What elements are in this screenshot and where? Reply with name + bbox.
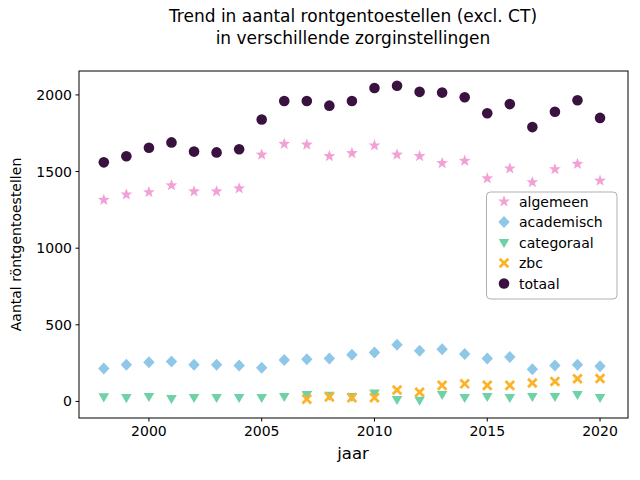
circle-data-point	[550, 106, 561, 117]
y-tick-label: 1500	[36, 164, 72, 180]
legend-label-academisch: academisch	[519, 214, 603, 230]
x-tick-label: 2010	[357, 423, 393, 439]
circle-data-point	[347, 96, 358, 107]
chart-title-line1: Trend in aantal rontgentoestellen (excl.…	[168, 6, 537, 26]
figure-canvas: Trend in aantal rontgentoestellen (excl.…	[0, 0, 640, 480]
circle-data-point	[166, 137, 177, 148]
legend-label-totaal: totaal	[519, 276, 560, 292]
circle-data-point	[505, 99, 516, 110]
circle-data-point	[527, 122, 538, 133]
circle-data-point	[369, 83, 380, 94]
circle-data-point	[459, 92, 470, 103]
legend-label-categoraal: categoraal	[519, 235, 594, 251]
circle-data-point	[595, 113, 606, 124]
circle-data-point	[279, 96, 290, 107]
circle-data-point	[437, 87, 448, 98]
x-tick-label: 2020	[582, 423, 618, 439]
y-axis-label: Aantal röntgentoestellen	[8, 158, 24, 332]
chart-title-line2: in verschillende zorginstellingen	[216, 28, 491, 48]
circle-data-point	[414, 87, 425, 98]
circle-data-point	[99, 157, 110, 168]
circle-data-point	[324, 100, 335, 111]
circle-data-point	[482, 108, 493, 119]
circle-data-point	[211, 147, 222, 158]
x-tick-label: 2015	[469, 423, 505, 439]
y-tick-label: 0	[63, 393, 72, 409]
circle-data-point	[392, 80, 403, 91]
legend-label-algemeen: algemeen	[519, 194, 589, 210]
circle-data-point	[256, 114, 267, 125]
x-axis-label: jaar	[336, 444, 369, 463]
x-tick-label: 2005	[244, 423, 280, 439]
circle-data-point	[144, 142, 155, 153]
legend: algemeen academisch categoraal zbc totaal	[487, 192, 618, 299]
circle-data-point	[302, 96, 313, 107]
circle-data-point	[189, 146, 200, 157]
y-tick-label: 2000	[36, 87, 72, 103]
x-tick-label: 2000	[131, 423, 167, 439]
circle-data-point	[121, 151, 132, 162]
circle-marker-icon	[499, 278, 510, 289]
circle-data-point	[572, 95, 583, 106]
legend-label-zbc: zbc	[519, 255, 543, 271]
scatter-chart: Trend in aantal rontgentoestellen (excl.…	[0, 0, 640, 480]
y-tick-label: 1000	[36, 240, 72, 256]
circle-data-point	[234, 144, 245, 155]
y-tick-label: 500	[45, 317, 72, 333]
